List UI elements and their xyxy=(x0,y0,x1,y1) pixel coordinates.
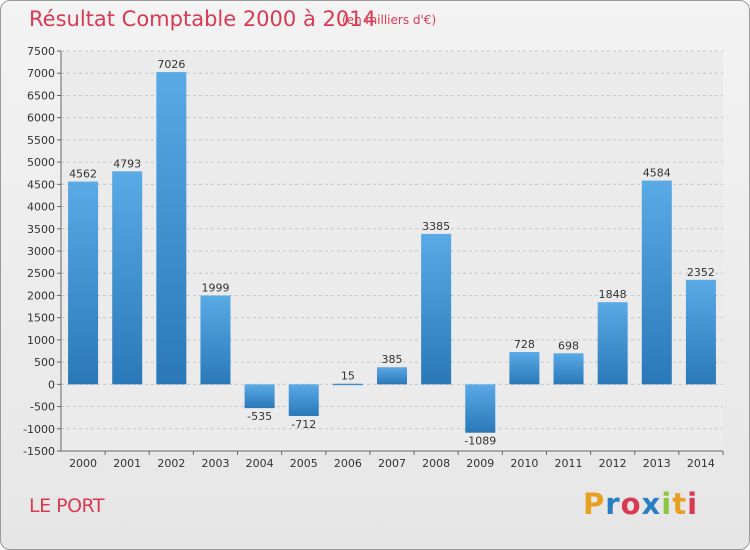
data-label: -535 xyxy=(247,410,272,423)
y-tick-label: 4500 xyxy=(27,178,55,191)
data-label: 698 xyxy=(558,339,579,352)
y-tick-label: 500 xyxy=(34,356,55,369)
logo-letter: x xyxy=(641,487,662,521)
bar xyxy=(200,295,231,385)
x-tick-label: 2006 xyxy=(334,457,362,470)
data-label: 1848 xyxy=(599,288,627,301)
y-tick-label: -1000 xyxy=(23,423,55,436)
data-label: 3385 xyxy=(422,220,450,233)
x-tick-label: 2012 xyxy=(599,457,627,470)
y-tick-label: -500 xyxy=(30,401,55,414)
bar xyxy=(332,383,363,386)
logo-letter: t xyxy=(672,487,688,521)
bar xyxy=(465,384,496,433)
chart-title: Résultat Comptable 2000 à 2014 xyxy=(29,7,376,31)
bar xyxy=(376,367,408,385)
commune-name: LE PORT xyxy=(29,495,104,517)
x-tick-label: 2002 xyxy=(157,457,185,470)
bar xyxy=(509,351,540,385)
bar xyxy=(641,180,672,385)
y-tick-label: -1500 xyxy=(23,445,55,458)
data-label: 385 xyxy=(382,353,403,366)
x-tick-label: 2007 xyxy=(378,457,406,470)
data-label: 2352 xyxy=(687,266,715,279)
x-tick-label: 2003 xyxy=(201,457,229,470)
data-label: 4562 xyxy=(69,168,97,181)
y-tick-label: 0 xyxy=(48,378,55,391)
x-tick-label: 2010 xyxy=(510,457,538,470)
logo-letter: r xyxy=(605,487,621,521)
y-tick-label: 4000 xyxy=(27,201,55,214)
y-tick-label: 1500 xyxy=(27,312,55,325)
y-tick-label: 5500 xyxy=(27,134,55,147)
bar xyxy=(685,279,716,385)
bar xyxy=(68,181,99,385)
chart-subtitle: (en milliers d'€) xyxy=(342,13,437,27)
bar xyxy=(288,384,319,416)
data-label: -1089 xyxy=(464,435,496,448)
x-tick-label: 2000 xyxy=(69,457,97,470)
y-tick-label: 2500 xyxy=(27,267,55,280)
x-tick-label: 2011 xyxy=(555,457,583,470)
data-label: 1999 xyxy=(201,281,229,294)
x-tick-label: 2008 xyxy=(422,457,450,470)
x-tick-label: 2013 xyxy=(643,457,671,470)
bar xyxy=(553,353,584,385)
logo-letter: i xyxy=(687,487,699,521)
x-tick-label: 2004 xyxy=(246,457,274,470)
y-tick-label: 7500 xyxy=(27,45,55,58)
y-tick-label: 7000 xyxy=(27,67,55,80)
data-label: 4584 xyxy=(643,167,671,180)
logo-letter: P xyxy=(583,487,606,521)
x-tick-label: 2009 xyxy=(466,457,494,470)
y-tick-label: 1000 xyxy=(27,334,55,347)
proxiti-logo: Proxiti xyxy=(583,487,698,521)
logo-letter: i xyxy=(661,487,673,521)
data-label: 7026 xyxy=(157,58,185,71)
bar xyxy=(244,384,275,409)
y-tick-label: 2000 xyxy=(27,289,55,302)
y-tick-label: 6000 xyxy=(27,112,55,125)
x-tick-label: 2014 xyxy=(687,457,715,470)
data-label: 15 xyxy=(341,370,355,383)
y-tick-label: 3000 xyxy=(27,245,55,258)
y-tick-label: 3500 xyxy=(27,223,55,236)
logo-letter: o xyxy=(620,487,642,521)
y-tick-label: 6500 xyxy=(27,89,55,102)
bar xyxy=(156,72,187,385)
data-label: 728 xyxy=(514,338,535,351)
x-tick-label: 2005 xyxy=(290,457,318,470)
data-label: -712 xyxy=(291,418,316,431)
x-tick-label: 2001 xyxy=(113,457,141,470)
bar xyxy=(421,233,452,385)
data-label: 4793 xyxy=(113,157,141,170)
bar xyxy=(597,302,628,385)
y-tick-label: 5000 xyxy=(27,156,55,169)
bar xyxy=(112,171,143,385)
